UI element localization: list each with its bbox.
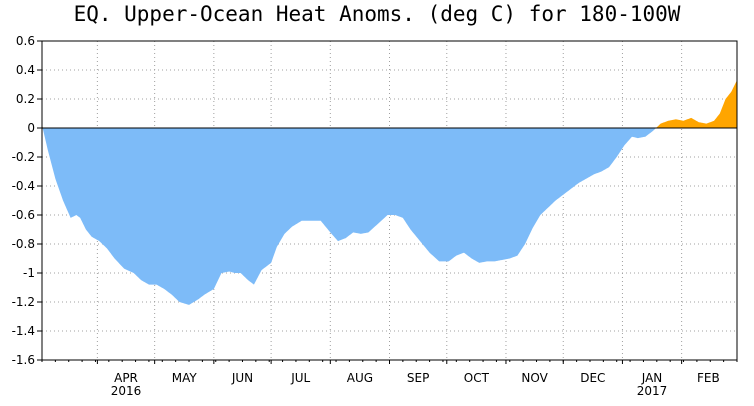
- x-month-label: JUN: [231, 371, 253, 385]
- y-tick-label: -0.4: [12, 179, 35, 193]
- x-month-label: DEC: [580, 371, 605, 385]
- x-month-label: FEB: [697, 371, 720, 385]
- plot-frame: [41, 40, 738, 361]
- axis-layer: [37, 40, 738, 364]
- y-tick-label: 0.4: [16, 63, 35, 77]
- y-tick-label: 0.2: [16, 92, 35, 106]
- x-month-label: SEP: [407, 371, 429, 385]
- negative-anomaly-area: [42, 128, 737, 305]
- y-tick-label: -1.2: [12, 295, 35, 309]
- y-tick-label: -0.6: [12, 208, 35, 222]
- y-tick-label: -1: [23, 266, 35, 280]
- positive-anomaly-area: [42, 80, 737, 128]
- x-month-label: APR: [114, 371, 138, 385]
- y-tick-label: -1.4: [12, 324, 35, 338]
- y-tick-label: 0: [27, 121, 35, 135]
- x-month-label: JUL: [290, 371, 310, 385]
- x-month-label: MAY: [172, 371, 198, 385]
- area-layer: [42, 80, 737, 305]
- x-month-label: NOV: [521, 371, 548, 385]
- y-tick-label: -0.2: [12, 150, 35, 164]
- label-layer: 0.6 0.4 0.2 0 -0.2 -0.4 -0.6 -0.8 -1 -1.2 -1.4 -1.6…: [12, 34, 720, 398]
- x-year-label: 2017: [637, 384, 668, 398]
- x-year-label: 2016: [111, 384, 142, 398]
- y-tick-label: 0.6: [16, 34, 35, 48]
- y-tick-label: -0.8: [12, 237, 35, 251]
- y-tick-label: -1.6: [12, 353, 35, 367]
- chart-title: EQ. Upper-Ocean Heat Anoms. (deg C) for …: [73, 2, 681, 26]
- x-month-label: JAN: [641, 371, 663, 385]
- x-month-label: AUG: [347, 371, 373, 385]
- x-month-label: OCT: [464, 371, 490, 385]
